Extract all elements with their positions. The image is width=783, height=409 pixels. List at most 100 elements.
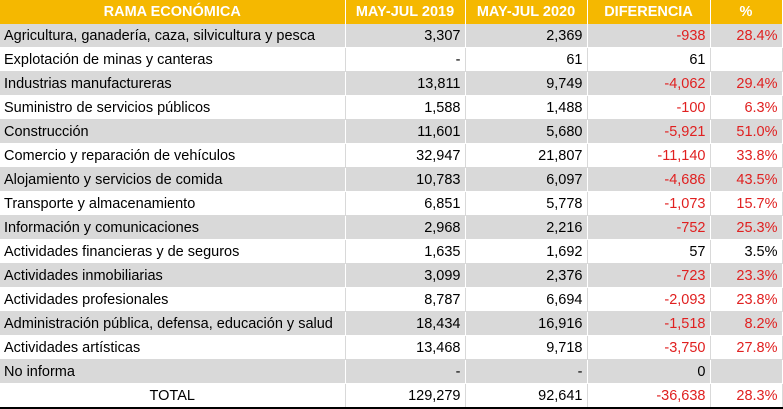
table-row: Actividades inmobiliarias 3,099 2,376 -7…	[0, 263, 783, 288]
table-row: Actividades financieras y de seguros 1,6…	[0, 239, 783, 264]
rama-cell: Transporte y almacenamiento	[0, 191, 346, 216]
table-row: Transporte y almacenamiento 6,851 5,778 …	[0, 191, 783, 216]
diferencia-cell: -5,921	[587, 119, 711, 144]
diferencia-cell: 57	[587, 239, 711, 264]
y2020-cell: 5,680	[465, 119, 588, 144]
diferencia-cell: -100	[587, 95, 711, 120]
total-2020: 92,641	[465, 383, 588, 409]
diferencia-cell: -938	[587, 24, 711, 48]
y2019-cell: 18,434	[345, 311, 466, 336]
diferencia-cell: 0	[587, 359, 711, 384]
y2020-cell: 1,692	[465, 239, 588, 264]
diferencia-cell: -1,518	[587, 311, 711, 336]
y2020-cell: 2,369	[465, 24, 588, 48]
pct-cell: 25.3%	[710, 215, 783, 240]
diferencia-cell: -3,750	[587, 335, 711, 360]
y2020-cell: 6,694	[465, 287, 588, 312]
table-row: Construcción 11,601 5,680 -5,921 51.0%	[0, 119, 783, 144]
rama-cell: Actividades financieras y de seguros	[0, 239, 346, 264]
table-row: Comercio y reparación de vehículos 32,94…	[0, 143, 783, 168]
pct-cell	[710, 47, 783, 72]
pct-cell: 3.5%	[710, 239, 783, 264]
total-2019: 129,279	[345, 383, 466, 409]
rama-cell: Agricultura, ganadería, caza, silvicultu…	[0, 24, 346, 48]
table-row: Agricultura, ganadería, caza, silvicultu…	[0, 24, 783, 48]
rama-cell: No informa	[0, 359, 346, 384]
rama-cell: Actividades artísticas	[0, 335, 346, 360]
pct-cell: 28.4%	[710, 24, 783, 48]
diferencia-cell: -752	[587, 215, 711, 240]
y2019-cell: 10,783	[345, 167, 466, 192]
rama-cell: Industrias manufactureras	[0, 71, 346, 96]
pct-cell: 23.8%	[710, 287, 783, 312]
diferencia-cell: -723	[587, 263, 711, 288]
rama-cell: Alojamiento y servicios de comida	[0, 167, 346, 192]
rama-cell: Construcción	[0, 119, 346, 144]
table-row: Actividades profesionales 8,787 6,694 -2…	[0, 287, 783, 312]
total-pct: 28.3%	[710, 383, 783, 409]
table-body: Agricultura, ganadería, caza, silvicultu…	[0, 24, 783, 409]
diferencia-cell: -4,686	[587, 167, 711, 192]
y2019-cell: 32,947	[345, 143, 466, 168]
y2019-cell: -	[345, 359, 466, 384]
pct-cell: 8.2%	[710, 311, 783, 336]
diferencia-cell: -4,062	[587, 71, 711, 96]
diferencia-cell: -2,093	[587, 287, 711, 312]
y2019-cell: 2,968	[345, 215, 466, 240]
table-row: No informa - - 0	[0, 359, 783, 384]
rama-cell: Información y comunicaciones	[0, 215, 346, 240]
total-row: TOTAL 129,279 92,641 -36,638 28.3%	[0, 383, 783, 409]
y2020-cell: 6,097	[465, 167, 588, 192]
pct-cell: 43.5%	[710, 167, 783, 192]
diferencia-cell: -1,073	[587, 191, 711, 216]
y2019-cell: 6,851	[345, 191, 466, 216]
table-row: Administración pública, defensa, educaci…	[0, 311, 783, 336]
pct-cell: 29.4%	[710, 71, 783, 96]
rama-cell: Administración pública, defensa, educaci…	[0, 311, 346, 336]
y2020-cell: -	[465, 359, 588, 384]
total-diferencia: -36,638	[587, 383, 711, 409]
table-row: Información y comunicaciones 2,968 2,216…	[0, 215, 783, 240]
header-row: RAMA ECONÓMICA MAY-JUL 2019 MAY-JUL 2020…	[0, 0, 783, 24]
table-row: Explotación de minas y canteras - 61 61	[0, 47, 783, 72]
header-rama: RAMA ECONÓMICA	[0, 0, 346, 24]
header-2020: MAY-JUL 2020	[465, 0, 588, 24]
table-row: Suministro de servicios públicos 1,588 1…	[0, 95, 783, 120]
y2019-cell: 1,635	[345, 239, 466, 264]
header-diferencia: DIFERENCIA	[587, 0, 711, 24]
header-2019: MAY-JUL 2019	[345, 0, 466, 24]
pct-cell: 6.3%	[710, 95, 783, 120]
total-label: TOTAL	[0, 383, 346, 409]
diferencia-cell: 61	[587, 47, 711, 72]
y2019-cell: 1,588	[345, 95, 466, 120]
y2020-cell: 2,216	[465, 215, 588, 240]
rama-cell: Actividades inmobiliarias	[0, 263, 346, 288]
y2020-cell: 1,488	[465, 95, 588, 120]
y2019-cell: 3,099	[345, 263, 466, 288]
diferencia-cell: -11,140	[587, 143, 711, 168]
y2019-cell: 13,468	[345, 335, 466, 360]
pct-cell: 23.3%	[710, 263, 783, 288]
y2020-cell: 16,916	[465, 311, 588, 336]
pct-cell: 33.8%	[710, 143, 783, 168]
table-row: Alojamiento y servicios de comida 10,783…	[0, 167, 783, 192]
y2020-cell: 2,376	[465, 263, 588, 288]
y2020-cell: 61	[465, 47, 588, 72]
rama-cell: Explotación de minas y canteras	[0, 47, 346, 72]
rama-cell: Actividades profesionales	[0, 287, 346, 312]
rama-cell: Suministro de servicios públicos	[0, 95, 346, 120]
rama-cell: Comercio y reparación de vehículos	[0, 143, 346, 168]
y2019-cell: 3,307	[345, 24, 466, 48]
y2020-cell: 5,778	[465, 191, 588, 216]
header-pct: %	[710, 0, 783, 24]
pct-cell: 27.8%	[710, 335, 783, 360]
y2019-cell: 13,811	[345, 71, 466, 96]
y2020-cell: 9,749	[465, 71, 588, 96]
pct-cell: 51.0%	[710, 119, 783, 144]
y2019-cell: 11,601	[345, 119, 466, 144]
y2019-cell: 8,787	[345, 287, 466, 312]
table-row: Actividades artísticas 13,468 9,718 -3,7…	[0, 335, 783, 360]
table-row: Industrias manufactureras 13,811 9,749 -…	[0, 71, 783, 96]
pct-cell: 15.7%	[710, 191, 783, 216]
